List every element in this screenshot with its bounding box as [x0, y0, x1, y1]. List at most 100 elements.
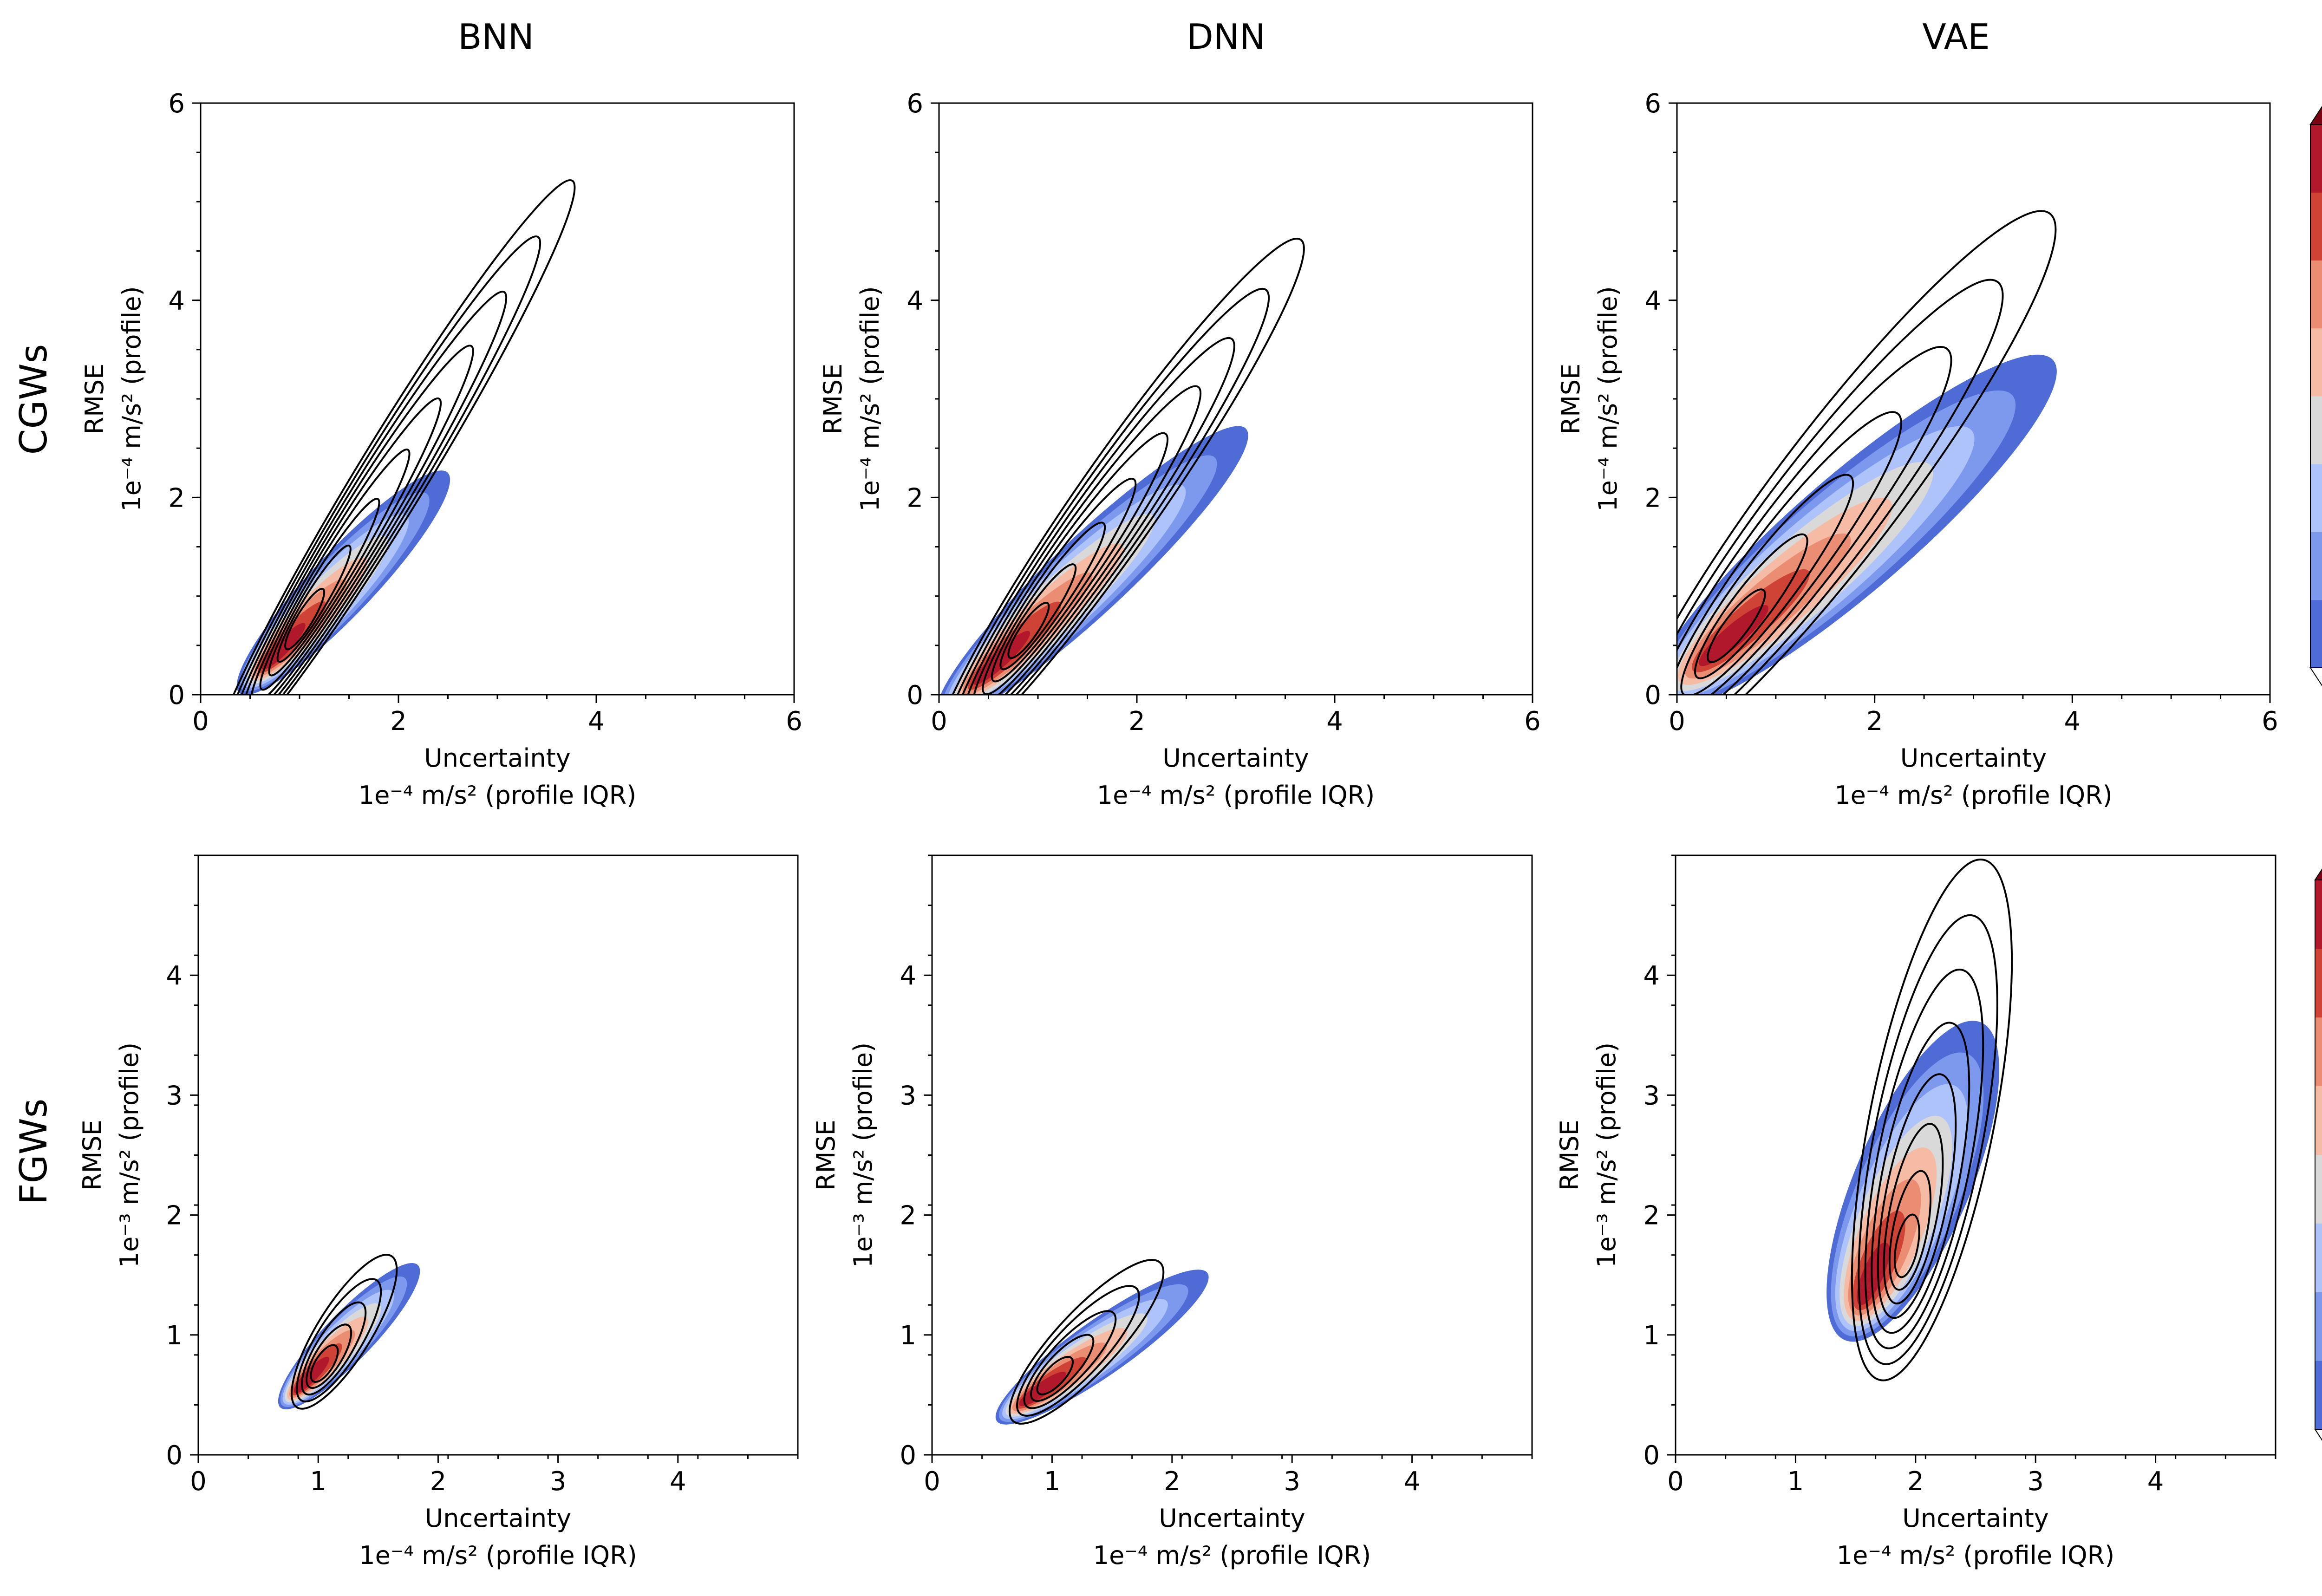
x-tick-label: 4 — [2147, 1466, 2164, 1497]
y-axis: 0 1 2 3 4 — [1643, 854, 1676, 1471]
observed-contour-line-7 — [231, 291, 508, 695]
x-axis-label: Uncertainty — [425, 1504, 571, 1533]
x-tick-label: 0 — [931, 706, 947, 736]
x-axis-unit: 1e⁻⁴ m/s² (profile IQR) — [1097, 781, 1375, 810]
x-axis-label: Uncertainty — [1900, 743, 2047, 773]
x-axis-unit: 1e⁻⁴ m/s² (profile IQR) — [359, 1541, 637, 1570]
x-axis-label: Uncertainty — [424, 743, 570, 773]
observed-contour-line-6 — [1864, 968, 1984, 1349]
y-axis: 0 2 4 6 — [1644, 89, 1677, 710]
density-fill-level-8 — [1698, 605, 1769, 666]
colorbar-extend-min — [2309, 667, 2322, 687]
x-tick-label: 4 — [1326, 706, 1343, 736]
x-tick-label: 1 — [1044, 1466, 1061, 1497]
y-axis: 0 2 4 6 — [168, 89, 201, 710]
colorbar-segment-5 — [2310, 328, 2322, 397]
y-axis: 0 1 2 3 4 — [166, 854, 198, 1471]
x-tick-label: 2 — [1866, 706, 1883, 736]
x-tick-label: 2 — [1164, 1466, 1181, 1497]
y-axis-unit: 1e⁻⁴ m/s² (profile) — [117, 286, 146, 511]
x-tick-label: 0 — [1669, 706, 1685, 736]
colorbar-segment-2 — [2310, 532, 2322, 600]
plot-area — [1826, 858, 2013, 1381]
observed-contour-line-9 — [210, 179, 576, 695]
y-axis-label: RMSE — [811, 1120, 841, 1191]
y-axis: 0 1 2 3 4 — [900, 854, 932, 1471]
y-axis-unit: 1e⁻³ m/s² (profile) — [115, 1042, 144, 1268]
observed-contour-line-3 — [268, 498, 380, 677]
colorbar-segment-3 — [2310, 464, 2322, 532]
observed-contour-line-5 — [250, 397, 442, 695]
observed-contour-line-8 — [221, 235, 541, 695]
x-tick-label: 6 — [1524, 706, 1541, 736]
axes-frame — [931, 854, 1533, 1456]
observed-contour-line-5 — [1871, 1022, 1970, 1334]
x-axis-unit: 1e⁻⁴ m/s² (profile IQR) — [1837, 1541, 2114, 1570]
x-axis-unit: 1e⁻⁴ m/s² (profile IQR) — [359, 781, 636, 810]
x-tick-label: 6 — [2262, 706, 2278, 736]
observed-contour-line-5 — [291, 1254, 398, 1410]
colorbar-segment-7 — [2310, 192, 2322, 261]
colorbar-frame — [2310, 124, 2322, 668]
panel-fgws-vae: 0 1 2 3 4 0 1 2 3 4 Uncertainty 1e⁻⁴ m/s² (profile … — [1555, 854, 2276, 1570]
x-tick-label: 2 — [1128, 706, 1145, 736]
plot-area — [939, 237, 1305, 695]
colorbar-segment-4 — [2310, 396, 2322, 464]
colorbar-segment-6 — [2310, 260, 2322, 329]
y-tick-label: 2 — [1643, 1201, 1660, 1231]
x-tick-label: 4 — [2064, 706, 2081, 736]
y-axis-label: RMSE — [818, 364, 848, 435]
observed-contour-line-8 — [942, 287, 1270, 695]
x-axis-unit: 1e⁻⁴ m/s² (profile IQR) — [1834, 781, 2112, 810]
observed-contour-line-3 — [1023, 1310, 1117, 1409]
colorbar-extend-max — [2314, 868, 2322, 880]
column-title-vae: VAE — [1922, 16, 1989, 57]
x-tick-label: 2 — [390, 706, 407, 736]
observed-contour-line-2 — [1030, 1334, 1095, 1402]
colorbar-extend-min — [2314, 1429, 2322, 1441]
colorbar-segment-8 — [2310, 124, 2322, 193]
observed-contour-line-5 — [1677, 346, 1952, 695]
colorbar-segment-3 — [2315, 1223, 2322, 1292]
observed-contour-line-1 — [1036, 1356, 1074, 1395]
panel-cgws-bnn: 0 2 4 6 0 2 4 6 Uncertainty 1e⁻⁴ m/s² (profile IQ… — [80, 89, 802, 810]
observed-contour-line-7 — [1858, 914, 1998, 1365]
x-axis-label: Uncertainty — [1159, 1504, 1305, 1533]
y-tick-label: 3 — [1643, 1081, 1660, 1111]
observed-contour-line-6 — [1677, 279, 2004, 695]
colorbar-segment-5 — [2315, 1086, 2322, 1155]
colorbar-segment-6 — [2315, 1017, 2322, 1087]
y-tick-label: 0 — [1644, 680, 1661, 710]
x-tick-label: 1 — [310, 1466, 326, 1497]
x-tick-label: 3 — [1284, 1466, 1300, 1497]
x-tick-label: 2 — [1907, 1466, 1924, 1497]
plot-area — [210, 179, 576, 695]
y-axis: 0 2 4 6 — [907, 89, 939, 710]
observed-contour-line-9 — [939, 237, 1305, 695]
colorbar-segment-2 — [2315, 1292, 2322, 1361]
observed-contour-line-5 — [972, 432, 1169, 695]
observed-contour-line-1 — [310, 1344, 339, 1383]
y-tick-label: 0 — [900, 1440, 916, 1471]
x-tick-label: 4 — [1404, 1466, 1421, 1497]
observed-contour-line-6 — [962, 385, 1202, 695]
colorbar-segment-1 — [2310, 599, 2322, 668]
observed-contour-line-7 — [952, 337, 1235, 695]
y-tick-label: 0 — [168, 680, 185, 710]
x-tick-label: 4 — [588, 706, 605, 736]
row-title-cgws: CGWs — [12, 344, 55, 455]
x-axis-unit: 1e⁻⁴ m/s² (profile IQR) — [1093, 1541, 1371, 1570]
colorbar-segment-1 — [2315, 1361, 2322, 1430]
x-tick-label: 3 — [550, 1466, 567, 1497]
panel-cgws-dnn: 0 2 4 6 0 2 4 6 Uncertainty 1e⁻⁴ m/s² (profile IQ… — [818, 89, 1541, 810]
observed-contour-line-3 — [1883, 1123, 1944, 1305]
x-tick-label: 0 — [192, 706, 209, 736]
y-axis-unit: 1e⁻³ m/s² (profile) — [1592, 1042, 1621, 1268]
y-axis-label: RMSE — [78, 1120, 107, 1191]
y-tick-label: 6 — [907, 89, 923, 119]
observed-contour-line-1 — [1707, 588, 1766, 663]
observed-contour-line-4 — [1016, 1285, 1140, 1417]
y-tick-label: 2 — [168, 483, 185, 513]
y-tick-label: 2 — [900, 1201, 916, 1231]
